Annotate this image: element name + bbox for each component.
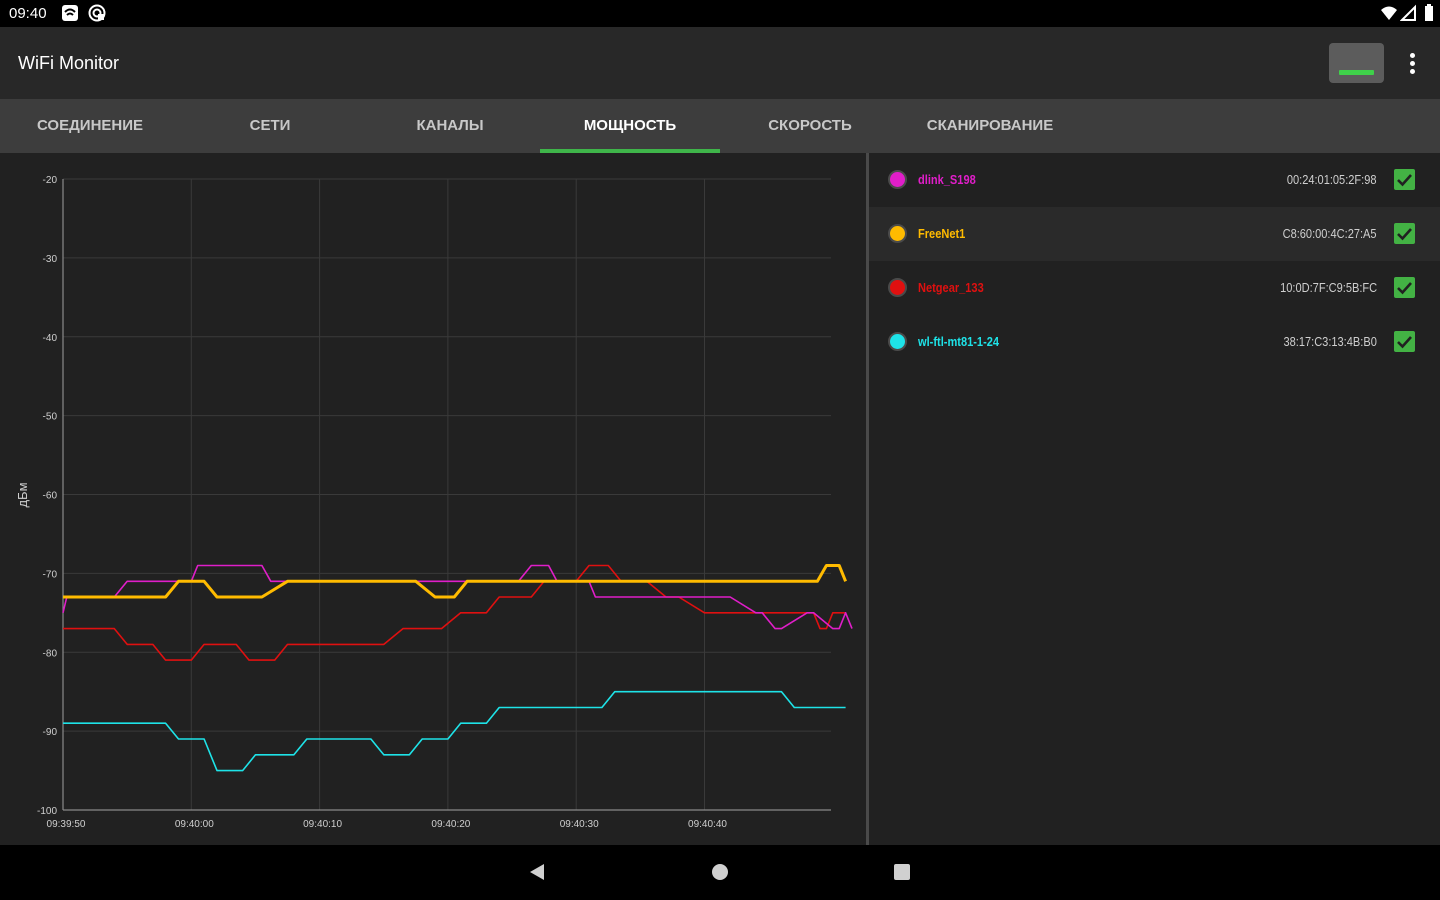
y-tick-label: -80 — [43, 648, 58, 659]
network-mac: 00:24:01:05:2F:98 — [1287, 172, 1377, 187]
home-icon[interactable] — [710, 862, 730, 882]
signal-strength-indicator-button[interactable] — [1329, 43, 1384, 83]
x-tick-label: 09:40:40 — [688, 819, 727, 830]
x-tick-labels: 09:39:50 09:40:00 09:40:10 09:40:20 09:40:30… — [47, 819, 728, 830]
series-line-1 — [63, 564, 847, 599]
tab-channels[interactable]: КАНАЛЫ — [416, 117, 484, 134]
chart-grid — [62, 178, 831, 811]
network-color-dot — [888, 278, 907, 297]
tab-networks[interactable]: СЕТИ — [249, 117, 291, 134]
y-tick-labels: -20 -30 -40 -50 -60 -70 -80 -90 -100 — [37, 175, 57, 817]
back-icon[interactable] — [527, 862, 547, 882]
signal-chart: -20-30-40-50-60-70-80-90-100 09:39:50 09:… — [15, 175, 853, 830]
status-time: 09:40 — [9, 5, 47, 22]
network-mac: C8:60:00:4C:27:A5 — [1283, 226, 1377, 241]
signal-strength-indicator-icon — [1339, 70, 1374, 75]
y-tick-label: -30 — [43, 254, 58, 265]
x-tick-label: 09:40:30 — [560, 819, 599, 830]
more-vert-icon[interactable] — [1400, 49, 1426, 79]
network-color-dot — [888, 170, 907, 189]
network-color-dot — [888, 224, 907, 243]
network-list: dlink_S198 00:24:01:05:2F:98 FreeNet1 C8… — [869, 153, 1440, 845]
y-axis-label: дБм — [15, 482, 30, 507]
y-tick-label: -60 — [43, 491, 58, 502]
checkbox-checked-icon[interactable] — [1394, 331, 1415, 352]
network-row-netgear[interactable]: Netgear_133 10:0D:7F:C9:5B:FC — [869, 261, 1440, 315]
tab-connection[interactable]: СОЕДИНЕНИЕ — [36, 117, 144, 134]
x-tick-label: 09:39:50 — [47, 819, 86, 830]
x-tick-label: 09:40:00 — [175, 819, 214, 830]
network-color-dot — [888, 332, 907, 351]
network-row-freenet[interactable]: FreeNet1 C8:60:00:4C:27:A5 — [869, 207, 1440, 261]
recents-icon[interactable] — [892, 862, 912, 882]
network-mac: 38:17:C3:13:4B:B0 — [1283, 334, 1377, 349]
y-tick-label: -70 — [43, 569, 58, 580]
app-bar: WiFi Monitor — [0, 27, 1440, 99]
network-row-dlink[interactable]: dlink_S198 00:24:01:05:2F:98 — [869, 153, 1440, 207]
wifi-icon — [1381, 6, 1397, 20]
app-title: WiFi Monitor — [18, 53, 120, 73]
series-line-0 — [62, 564, 853, 630]
panel-divider — [866, 153, 869, 845]
battery-icon — [1425, 4, 1433, 21]
navigation-bar — [0, 845, 1440, 900]
checkbox-checked-icon[interactable] — [1394, 169, 1415, 190]
network-row-wl-ftl[interactable]: wl-ftl-mt81-1-24 38:17:C3:13:4B:B0 — [869, 315, 1440, 369]
status-bar: 09:40 — [0, 0, 1440, 27]
tab-bar: СОЕДИНЕНИЕ СЕТИ КАНАЛЫ МОЩНОСТЬ СКОРОСТЬ… — [0, 99, 1440, 153]
tab-power[interactable]: МОЩНОСТЬ — [540, 99, 720, 153]
signal-chart-panel: -20 -30 -40 -50 -60 -70 -80 -90 -100 09:39:50 09:… — [0, 153, 866, 845]
x-tick-label: 09:40:10 — [303, 819, 342, 830]
tab-scanning[interactable]: СКАНИРОВАНИЕ — [926, 117, 1054, 134]
network-name: Netgear_133 — [918, 280, 984, 295]
y-tick-label: -100 — [37, 806, 57, 817]
x-tick-label: 09:40:20 — [431, 819, 470, 830]
network-name: FreeNet1 — [918, 226, 966, 241]
checkbox-checked-icon[interactable] — [1394, 223, 1415, 244]
network-name: wl-ftl-mt81-1-24 — [918, 334, 1000, 349]
network-mac: 10:0D:7F:C9:5B:FC — [1279, 280, 1377, 295]
tab-speed[interactable]: СКОРОСТЬ — [768, 117, 852, 134]
y-tick-label: -40 — [43, 333, 58, 344]
series-line-3 — [63, 690, 846, 772]
y-tick-label: -50 — [43, 412, 58, 423]
chart-series — [62, 564, 853, 772]
signal-icon — [1400, 4, 1416, 21]
y-tick-label: -20 — [43, 175, 58, 186]
wifi-assist-icon — [62, 5, 78, 21]
sync-icon — [88, 4, 106, 22]
y-tick-label: -90 — [43, 727, 58, 738]
checkbox-checked-icon[interactable] — [1394, 277, 1415, 298]
series-line-2 — [63, 564, 846, 661]
network-name: dlink_S198 — [918, 172, 976, 187]
